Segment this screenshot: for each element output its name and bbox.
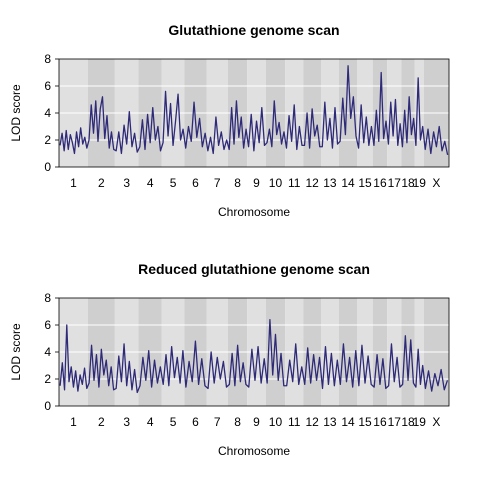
x-tick-label-chr-X: X (432, 415, 440, 429)
x-tick-label-chr-2: 2 (98, 176, 105, 190)
x-tick-label-chr-16: 16 (373, 415, 387, 429)
x-tick-label-chr-15: 15 (358, 415, 372, 429)
y-tick-label: 2 (44, 372, 51, 386)
x-tick-label-chr-16: 16 (373, 176, 387, 190)
x-tick-label-chr-3: 3 (123, 415, 130, 429)
y-tick-label: 0 (44, 160, 51, 174)
x-tick-label-chr-10: 10 (269, 415, 283, 429)
x-tick-label-chr-6: 6 (192, 176, 199, 190)
y-axis-title: LOD score (9, 84, 23, 142)
x-tick-label-chr-10: 10 (269, 176, 283, 190)
x-tick-label-chr-13: 13 (323, 415, 337, 429)
x-tick-label-chr-18: 18 (401, 176, 415, 190)
x-tick-label-chr-5: 5 (170, 176, 177, 190)
y-tick-label: 6 (44, 318, 51, 332)
y-tick-label: 0 (44, 399, 51, 413)
x-tick-label-chr-7: 7 (214, 176, 221, 190)
x-tick-label-chr-19: 19 (413, 176, 427, 190)
x-tick-label-chr-9: 9 (253, 415, 260, 429)
x-tick-label-chr-14: 14 (341, 415, 355, 429)
y-tick-label: 8 (44, 291, 51, 305)
x-tick-label-chr-4: 4 (147, 415, 154, 429)
x-tick-label-chr-9: 9 (253, 176, 260, 190)
x-tick-label-chr-19: 19 (413, 415, 427, 429)
x-tick-label-chr-8: 8 (234, 176, 241, 190)
x-tick-label-chr-7: 7 (214, 415, 221, 429)
x-tick-label-chr-1: 1 (70, 415, 77, 429)
x-tick-label-chr-17: 17 (388, 415, 402, 429)
x-tick-label-chr-2: 2 (98, 415, 105, 429)
x-tick-label-chr-12: 12 (305, 415, 319, 429)
lod-score-line (59, 318, 449, 394)
y-axis-title: LOD score (9, 323, 23, 381)
y-tick-label: 6 (44, 79, 51, 93)
lod-score-line (59, 65, 449, 155)
y-tick-label: 2 (44, 133, 51, 147)
x-tick-label-chr-1: 1 (70, 176, 77, 190)
x-axis-title: Chromosome (218, 444, 290, 458)
x-tick-label-chr-12: 12 (305, 176, 319, 190)
chart-title: Reduced glutathione genome scan (138, 261, 370, 277)
x-tick-label-chr-6: 6 (192, 415, 199, 429)
x-axis-title: Chromosome (218, 205, 290, 219)
x-tick-label-chr-11: 11 (288, 176, 301, 190)
y-tick-label: 4 (44, 106, 51, 120)
x-tick-label-chr-11: 11 (288, 415, 301, 429)
y-tick-label: 4 (44, 345, 51, 359)
x-tick-label-chr-X: X (432, 176, 440, 190)
chart-title: Glutathione genome scan (168, 22, 339, 38)
x-tick-label-chr-8: 8 (234, 415, 241, 429)
x-tick-label-chr-4: 4 (147, 176, 154, 190)
x-tick-label-chr-3: 3 (123, 176, 130, 190)
x-tick-label-chr-13: 13 (323, 176, 337, 190)
x-tick-label-chr-17: 17 (388, 176, 402, 190)
x-tick-label-chr-14: 14 (341, 176, 355, 190)
x-tick-label-chr-5: 5 (170, 415, 177, 429)
y-tick-label: 8 (44, 52, 51, 66)
x-tick-label-chr-15: 15 (358, 176, 372, 190)
x-tick-label-chr-18: 18 (401, 415, 415, 429)
